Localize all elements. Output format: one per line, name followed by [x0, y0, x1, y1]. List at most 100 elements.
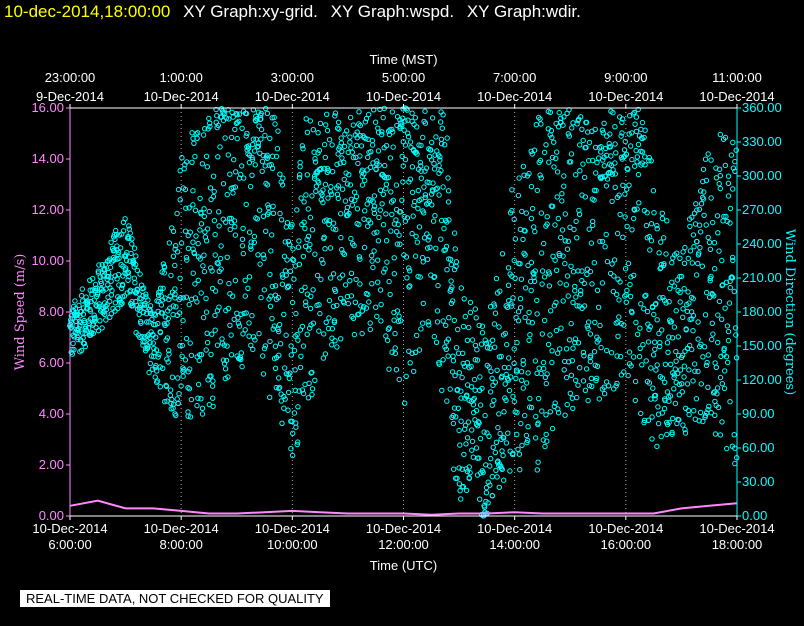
wind-direction-point [587, 353, 594, 359]
wind-direction-point [256, 123, 262, 129]
wind-direction-point [338, 135, 344, 141]
wind-direction-point [451, 230, 458, 236]
wind-direction-point [725, 359, 731, 366]
right-tick-label: 210.00 [742, 270, 782, 285]
wind-direction-point [197, 256, 203, 262]
wind-direction-point [487, 389, 494, 395]
wind-direction-point [705, 384, 711, 390]
wind-direction-point [712, 431, 719, 437]
wind-direction-point [654, 222, 660, 229]
wind-direction-point [427, 244, 433, 251]
wind-direction-point [236, 111, 243, 117]
wind-direction-point [397, 241, 403, 247]
wind-direction-point [669, 335, 676, 341]
top-tick-date: 10-Dec-2014 [588, 89, 663, 104]
wind-direction-point [321, 331, 327, 337]
wind-direction-point [175, 186, 182, 193]
wind-direction-point [623, 151, 630, 158]
wind-direction-point [671, 283, 677, 289]
wind-direction-point [391, 271, 397, 277]
wind-direction-point [657, 295, 663, 301]
wind-direction-point [250, 334, 257, 340]
wind-direction-point [263, 180, 269, 187]
wind-direction-point [83, 324, 89, 330]
wind-direction-point [363, 135, 369, 142]
wind-direction-point [154, 368, 160, 374]
wind-direction-point [227, 171, 233, 177]
wind-direction-point [365, 223, 371, 229]
wind-direction-point [396, 376, 402, 383]
wind-direction-point [232, 232, 239, 238]
wind-direction-point [535, 420, 541, 426]
wind-direction-point [307, 214, 314, 221]
wind-direction-point [681, 363, 687, 369]
wind-direction-point [424, 256, 431, 263]
wind-direction-point [424, 245, 431, 251]
wind-direction-point [164, 320, 170, 327]
wind-direction-point [209, 331, 215, 337]
wind-direction-point [532, 435, 539, 441]
wind-direction-point [103, 306, 110, 313]
wind-direction-point [703, 222, 709, 228]
wind-speed-line [69, 499, 738, 516]
wind-direction-point [347, 278, 353, 284]
wind-direction-point [291, 347, 298, 354]
wind-direction-point [258, 136, 264, 142]
wind-direction-point [214, 342, 221, 348]
wind-direction-point [419, 254, 426, 261]
wind-direction-point [294, 331, 300, 338]
wind-direction-point [584, 271, 590, 277]
wind-direction-point [182, 357, 189, 363]
wind-direction-point [334, 161, 340, 168]
wind-direction-point [695, 368, 701, 375]
wind-direction-point [217, 255, 224, 262]
wind-direction-point [207, 185, 214, 191]
wind-direction-point [267, 303, 274, 309]
wind-direction-point [658, 433, 664, 440]
wind-direction-point [506, 365, 512, 371]
wind-direction-point [532, 268, 538, 274]
wind-direction-point [240, 331, 246, 337]
wind-direction-point [172, 286, 178, 292]
bottom-tick-time: 6:00:00 [48, 537, 91, 552]
wind-direction-point [601, 120, 607, 127]
wind-direction-point [236, 118, 242, 125]
wind-direction-point [191, 140, 197, 147]
wind-direction-point [138, 320, 144, 326]
wind-direction-point [220, 181, 227, 187]
wind-direction-point [517, 467, 523, 473]
wind-direction-point [594, 159, 600, 166]
wind-direction-point [210, 403, 216, 410]
wind-direction-point [223, 357, 230, 364]
wind-direction-point [586, 139, 593, 146]
wind-direction-point [576, 211, 583, 218]
wind-direction-point [658, 239, 664, 245]
wind-direction-point [464, 468, 471, 475]
wind-direction-point [232, 224, 238, 230]
wind-direction-point [722, 305, 728, 311]
wind-direction-point [224, 343, 230, 349]
wind-direction-point [119, 300, 125, 306]
wind-direction-point [367, 320, 373, 326]
wind-direction-point [394, 229, 400, 235]
wind-direction-point [183, 335, 190, 342]
wind-direction-point [387, 155, 394, 161]
wind-direction-point [104, 302, 110, 308]
wind-direction-point [596, 337, 602, 343]
wind-direction-point [183, 294, 190, 300]
wind-direction-point [472, 342, 479, 349]
wind-direction-point [715, 230, 721, 236]
wind-direction-point [579, 277, 585, 284]
wind-direction-point [236, 323, 243, 329]
wind-direction-point [95, 328, 102, 334]
wind-direction-point [230, 184, 236, 191]
wind-direction-point [200, 132, 207, 138]
wind-direction-point [442, 217, 449, 224]
wind-direction-point [362, 177, 368, 184]
wind-direction-point [725, 180, 732, 187]
wind-direction-point [433, 186, 439, 192]
wind-direction-point [512, 275, 518, 281]
wind-direction-point [328, 184, 334, 190]
wind-direction-point [174, 210, 180, 217]
wind-direction-point [173, 243, 179, 249]
